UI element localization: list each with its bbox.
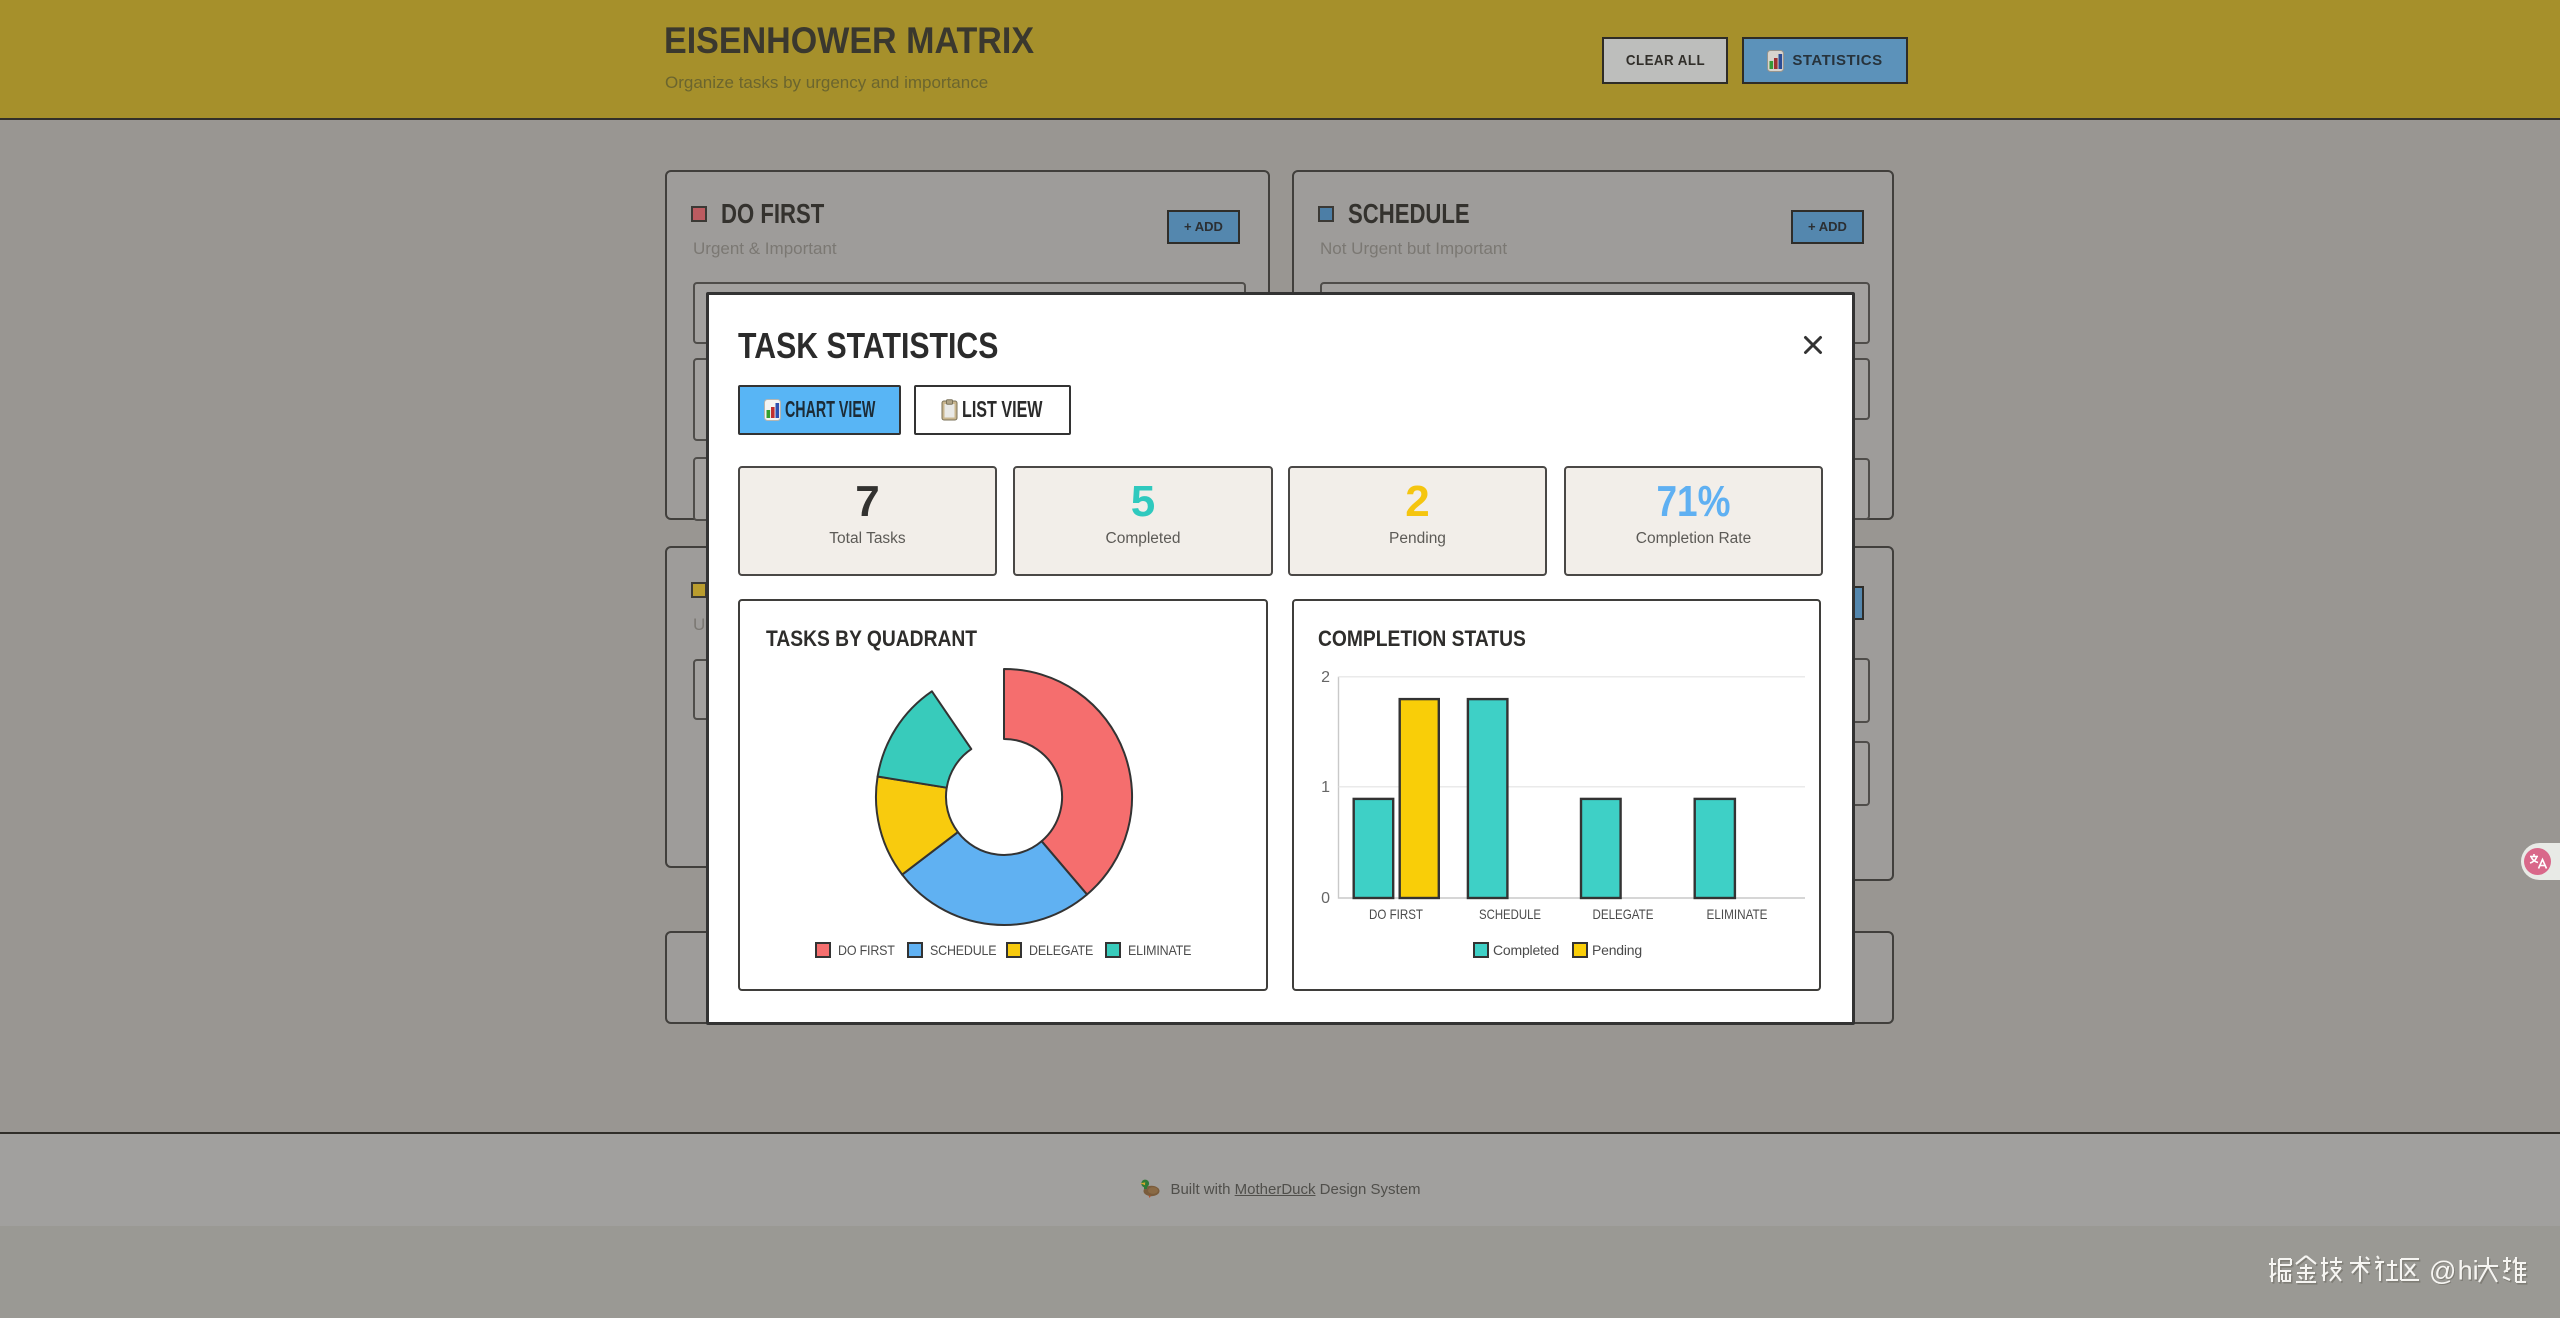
svg-text:1: 1 [1321,779,1330,796]
svg-text:hi: hi [2459,1257,2480,1287]
svg-text:DO FIRST: DO FIRST [1369,906,1423,922]
svg-text:hi: hi [2458,1256,2479,1286]
svg-text:2: 2 [1321,669,1330,686]
svg-text:DELEGATE: DELEGATE [1593,906,1654,922]
svg-text:ELIMINATE: ELIMINATE [1707,906,1768,922]
svg-text:@: @ [2429,1256,2456,1286]
svg-text:SCHEDULE: SCHEDULE [1479,906,1541,922]
svg-text:0: 0 [1321,890,1330,907]
svg-text:@: @ [2430,1257,2457,1287]
